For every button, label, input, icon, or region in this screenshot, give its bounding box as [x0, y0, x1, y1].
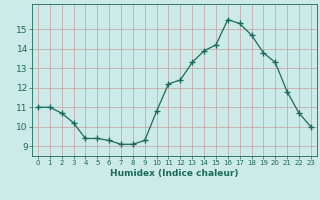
- X-axis label: Humidex (Indice chaleur): Humidex (Indice chaleur): [110, 169, 239, 178]
